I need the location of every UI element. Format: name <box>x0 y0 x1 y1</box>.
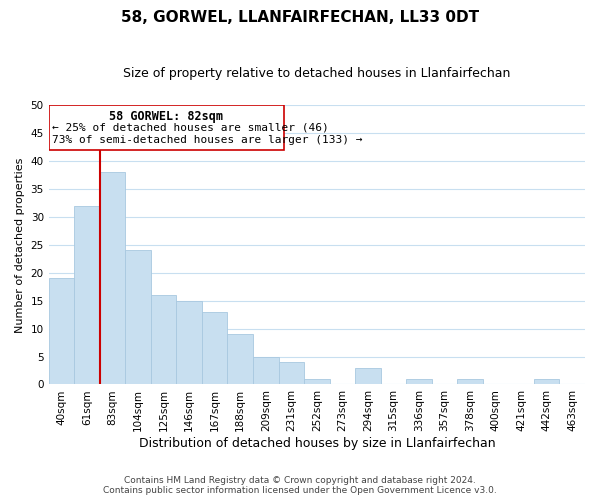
Bar <box>355 368 380 384</box>
Bar <box>406 379 432 384</box>
Bar <box>304 379 329 384</box>
Y-axis label: Number of detached properties: Number of detached properties <box>15 157 25 332</box>
Bar <box>202 312 227 384</box>
Text: 58 GORWEL: 82sqm: 58 GORWEL: 82sqm <box>109 110 223 122</box>
Bar <box>49 278 74 384</box>
Text: Contains HM Land Registry data © Crown copyright and database right 2024.
Contai: Contains HM Land Registry data © Crown c… <box>103 476 497 495</box>
Bar <box>151 295 176 384</box>
FancyBboxPatch shape <box>49 106 284 150</box>
Bar <box>100 172 125 384</box>
Bar <box>457 379 483 384</box>
X-axis label: Distribution of detached houses by size in Llanfairfechan: Distribution of detached houses by size … <box>139 437 495 450</box>
Text: 73% of semi-detached houses are larger (133) →: 73% of semi-detached houses are larger (… <box>52 136 362 145</box>
Bar <box>253 356 278 384</box>
Title: Size of property relative to detached houses in Llanfairfechan: Size of property relative to detached ho… <box>123 68 511 80</box>
Bar <box>227 334 253 384</box>
Text: 58, GORWEL, LLANFAIRFECHAN, LL33 0DT: 58, GORWEL, LLANFAIRFECHAN, LL33 0DT <box>121 10 479 25</box>
Bar <box>176 300 202 384</box>
Text: ← 25% of detached houses are smaller (46): ← 25% of detached houses are smaller (46… <box>52 122 328 132</box>
Bar <box>278 362 304 384</box>
Bar <box>534 379 559 384</box>
Bar <box>74 206 100 384</box>
Bar <box>125 250 151 384</box>
